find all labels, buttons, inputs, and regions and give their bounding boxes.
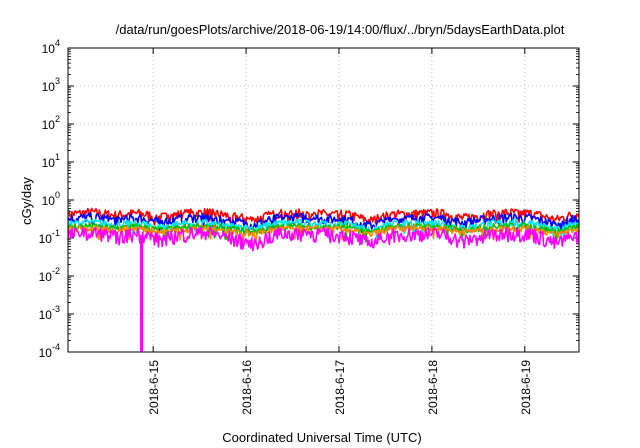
chart-title: /data/run/goesPlots/archive/2018-06-19/1… (116, 22, 565, 37)
x-tick-label: 2018-6-18 (426, 360, 440, 415)
y-tick-label: 101 (42, 152, 60, 170)
y-tick-label: 10-4 (39, 342, 60, 360)
y-tick-exponent: -4 (52, 342, 60, 352)
x-axis-label: Coordinated Universal Time (UTC) (222, 430, 421, 445)
y-tick-label: 103 (42, 76, 60, 94)
grid-lines (68, 48, 579, 352)
x-tick-label: 2018-6-15 (147, 360, 161, 415)
y-tick-exponent: 2 (55, 114, 60, 124)
y-tick-label: 10-1 (39, 228, 60, 246)
plot-frame (67, 47, 580, 353)
y-tick-exponent: 1 (55, 152, 60, 162)
x-tick-label: 2018-6-19 (519, 360, 533, 415)
y-tick-exponent: 3 (55, 76, 60, 86)
series-line (67, 222, 580, 244)
y-tick-label: 10-2 (39, 266, 60, 284)
x-tick-label: 2018-6-17 (333, 360, 347, 415)
y-tick-exponent: -1 (52, 228, 60, 238)
x-tick-label: 2018-6-16 (240, 360, 254, 415)
y-tick-exponent: 0 (55, 190, 60, 200)
series-group (67, 207, 580, 352)
y-tick-label: 10-3 (39, 304, 60, 322)
series-line (67, 212, 580, 234)
series-line (67, 226, 580, 252)
y-tick-label: 104 (42, 38, 60, 56)
y-tick-exponent: -2 (52, 266, 60, 276)
y-tick-label: 102 (42, 114, 60, 132)
y-tick-exponent: 4 (55, 38, 60, 48)
y-tick-exponent: -3 (52, 304, 60, 314)
y-tick-label: 100 (42, 190, 60, 208)
y-axis-label: cGy/day (19, 177, 34, 225)
dropout-spike (140, 234, 144, 352)
